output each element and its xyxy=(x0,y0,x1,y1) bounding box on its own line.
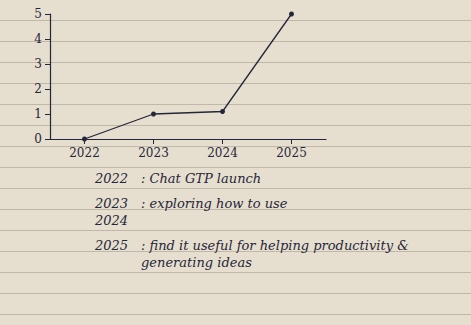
svg-text:2023: 2023 xyxy=(138,146,169,160)
svg-text:2025: 2025 xyxy=(276,146,307,160)
html-text:2024: 2024 xyxy=(95,213,129,228)
svg-text:1: 1 xyxy=(34,107,42,121)
svg-text:0: 0 xyxy=(34,132,42,146)
html-text:: Chat GTP launch: : Chat GTP launch xyxy=(141,171,262,186)
html-text:2022: 2022 xyxy=(95,171,129,186)
svg-text:5: 5 xyxy=(34,7,42,21)
html-text:2023: 2023 xyxy=(95,196,129,211)
svg-text:3: 3 xyxy=(34,57,42,71)
html-text:: exploring how to use: : exploring how to use xyxy=(141,196,288,211)
html-text:2025: 2025 xyxy=(95,238,129,253)
html-text:: find it useful for helping p: : find it useful for helping productivit… xyxy=(141,238,409,270)
svg-text:4: 4 xyxy=(34,32,42,46)
svg-text:2: 2 xyxy=(34,82,42,96)
svg-text:2024: 2024 xyxy=(207,146,238,160)
svg-text:2022: 2022 xyxy=(69,146,100,160)
